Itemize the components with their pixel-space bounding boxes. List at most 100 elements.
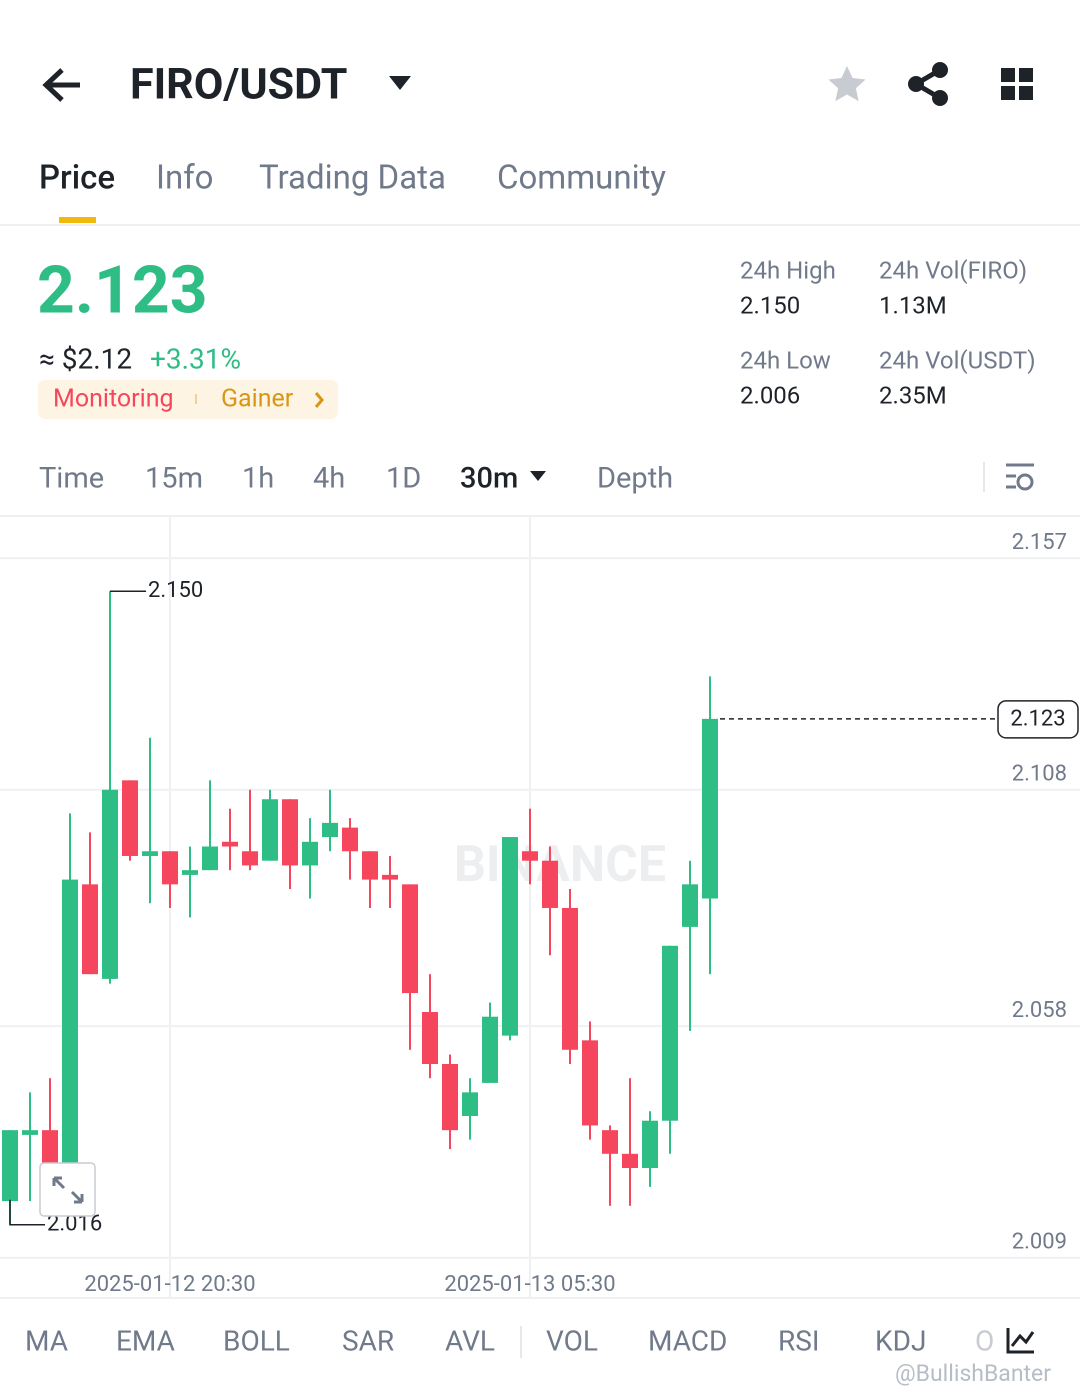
stat-value: 2.150 — [740, 291, 800, 319]
candle-body — [682, 884, 698, 927]
y-tick-label: 2.058 — [1012, 998, 1067, 1023]
candle-body — [342, 827, 358, 852]
candle-body — [642, 1120, 658, 1168]
y-tick-label: 2.009 — [1012, 1230, 1067, 1255]
tag-separator — [195, 394, 197, 404]
tab[interactable]: Info — [156, 159, 214, 198]
tag-chevron — [314, 392, 324, 408]
expand-icon — [52, 1176, 84, 1204]
tag[interactable]: Monitoring — [53, 385, 174, 414]
candle-body — [542, 860, 558, 908]
candle-body — [282, 799, 298, 866]
candle-body — [182, 870, 198, 875]
min-marker — [9, 1199, 45, 1226]
indicator[interactable]: SAR — [342, 1324, 394, 1357]
interval-active[interactable]: 30m — [460, 462, 518, 496]
indicator[interactable]: VOL — [546, 1324, 598, 1357]
interval[interactable]: 1D — [386, 462, 421, 496]
candle-body — [2, 1130, 18, 1202]
candle-body — [202, 846, 218, 871]
watermark: BINANCE — [454, 836, 666, 894]
candle-body — [602, 1130, 618, 1154]
stat-label: 24h Vol(USDT) — [879, 346, 1036, 374]
tab[interactable]: Community — [497, 159, 666, 198]
stat-label: 24h High — [740, 256, 836, 284]
last-price-label: 2.123 — [1010, 707, 1065, 732]
indicator[interactable]: EMA — [116, 1324, 175, 1357]
candle-body — [162, 851, 178, 885]
fiat-price: ≈ $2.12 — [39, 342, 132, 375]
interval[interactable]: 4h — [313, 462, 345, 496]
candle-body — [702, 718, 718, 899]
x-tick-label: 2025-01-13 05:30 — [444, 1272, 615, 1297]
candle-body — [562, 907, 578, 1050]
price-change: +3.31% — [150, 342, 241, 375]
candle-body — [82, 884, 98, 975]
max-label: 2.150 — [148, 578, 203, 603]
indicator[interactable]: AVL — [445, 1324, 495, 1357]
expand-button[interactable] — [39, 1162, 96, 1217]
candle-body — [42, 1130, 58, 1164]
interval[interactable]: 15m — [145, 462, 203, 496]
menu-icon[interactable] — [1001, 68, 1033, 100]
stat-value: 2.006 — [740, 381, 800, 409]
candle-body — [502, 837, 518, 1036]
indicator[interactable]: O — [975, 1324, 994, 1357]
indicator-settings[interactable] — [1006, 1328, 1035, 1354]
candle-body — [482, 1016, 498, 1083]
divider — [0, 224, 1080, 226]
separator — [983, 462, 985, 492]
last-price-box — [997, 700, 1079, 739]
back-button[interactable] — [42, 68, 80, 102]
indicator[interactable]: MACD — [648, 1324, 727, 1357]
candle-body — [262, 799, 278, 861]
interval[interactable]: 1h — [242, 462, 274, 496]
candle-body — [442, 1063, 458, 1131]
tab[interactable]: Trading Data — [259, 159, 446, 198]
fade — [998, 1318, 1080, 1368]
tab[interactable]: Price — [39, 159, 115, 198]
stat-label: 24h Low — [740, 346, 831, 374]
candlestick-chart: BINANCE 2.157 2.108 2.058 2.009 2025-01-12 20… — [0, 517, 1080, 1298]
candle-body — [462, 1092, 478, 1116]
indicator[interactable]: RSI — [778, 1324, 820, 1357]
candle-body — [422, 1011, 438, 1064]
x-tick-label: 2025-01-12 20:30 — [84, 1272, 255, 1297]
candle-body — [582, 1040, 598, 1126]
y-tick-label: 2.157 — [1012, 530, 1067, 555]
candle-body — [522, 851, 538, 861]
favorite-icon[interactable] — [828, 66, 866, 102]
candle-body — [402, 884, 418, 994]
interval[interactable]: Depth — [597, 462, 673, 496]
candle-body — [62, 879, 78, 1164]
stat-label: 24h Vol(FIRO) — [879, 256, 1027, 284]
candle-body — [222, 841, 238, 847]
pair-title[interactable]: FIRO/USDT — [130, 59, 347, 109]
indicator[interactable]: KDJ — [875, 1324, 926, 1357]
candle-body — [102, 789, 118, 979]
candle-body — [362, 851, 378, 880]
tag-box[interactable] — [38, 380, 338, 419]
candle-body — [322, 822, 338, 838]
separator — [520, 1326, 522, 1358]
share-icon[interactable] — [908, 62, 948, 106]
candle-body — [142, 851, 158, 856]
candle-body — [122, 780, 138, 856]
interval-dropdown[interactable] — [530, 471, 546, 481]
candle-body — [302, 841, 318, 866]
candle-body — [382, 874, 398, 880]
chart-settings[interactable] — [1006, 463, 1034, 491]
candle-body — [22, 1130, 38, 1135]
stat-value: 2.35M — [879, 381, 947, 409]
indicator[interactable]: MA — [25, 1324, 68, 1357]
indicator[interactable]: BOLL — [223, 1324, 290, 1357]
credit: @BullishBanter — [895, 1360, 1051, 1387]
y-tick-label: 2.108 — [1012, 762, 1067, 787]
tag[interactable]: Gainer — [221, 385, 294, 414]
candle-body — [662, 945, 678, 1121]
interval[interactable]: Time — [39, 462, 104, 496]
pair-dropdown[interactable] — [389, 76, 411, 90]
last-price: 2.123 — [37, 252, 208, 329]
